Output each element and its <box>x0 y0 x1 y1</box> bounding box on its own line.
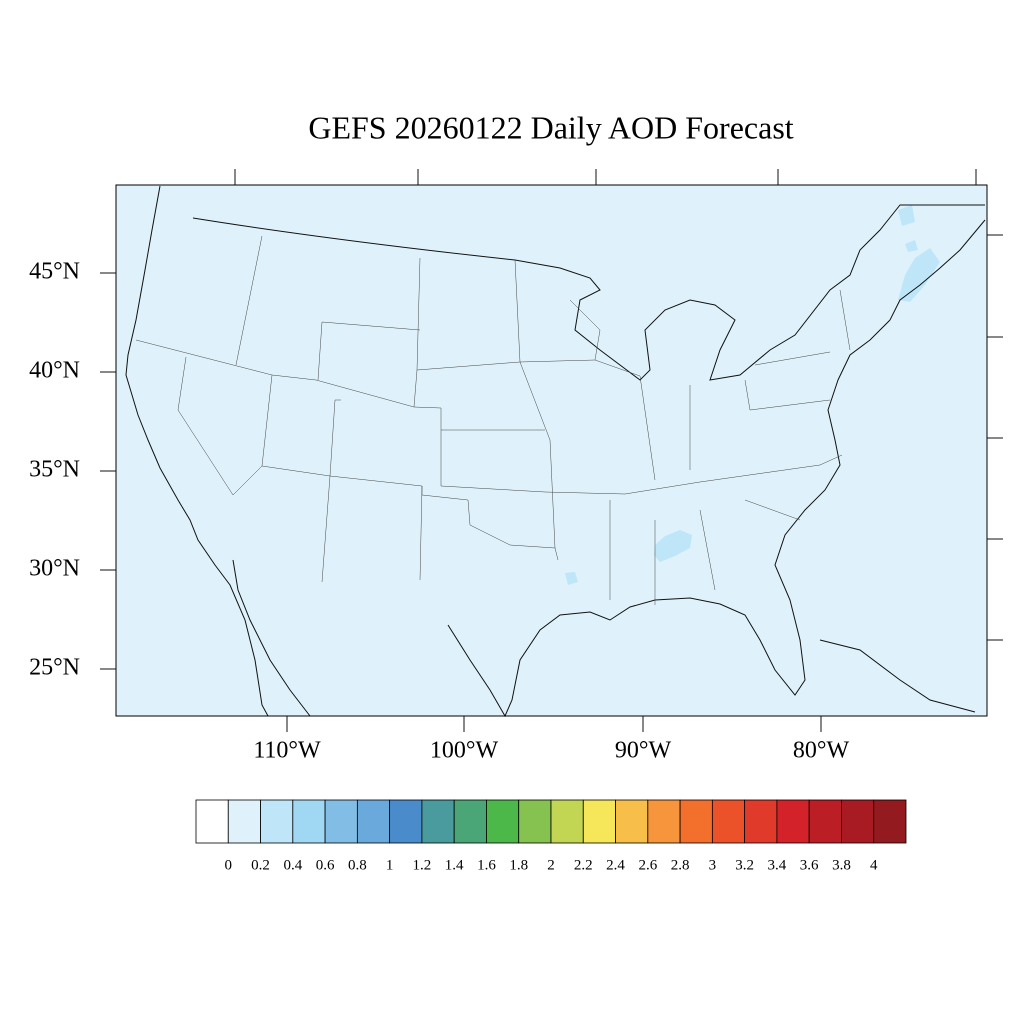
colorbar-box <box>647 799 681 844</box>
colorbar-box <box>518 799 552 844</box>
colorbar-label: 3.8 <box>832 857 851 873</box>
colorbar-box <box>679 799 713 844</box>
colorbar-box <box>615 799 649 844</box>
colorbar-label: 2.2 <box>574 857 593 873</box>
colorbar-box <box>808 799 842 844</box>
colorbar-label: 3.6 <box>800 857 819 873</box>
lat-label: 30°N <box>29 556 80 582</box>
colorbar-box <box>744 799 778 844</box>
colorbar-label: 1.2 <box>413 857 432 873</box>
lon-label: 90°W <box>615 738 672 764</box>
colorbar-box <box>389 799 423 844</box>
colorbar-label: 1.8 <box>509 857 528 873</box>
colorbar-box <box>195 799 229 844</box>
colorbar-box <box>292 799 326 844</box>
coastline <box>192 204 985 381</box>
lon-label: 80°W <box>793 738 850 764</box>
lon-label: 100°W <box>430 738 499 764</box>
colorbar-label: 2.8 <box>671 857 690 873</box>
lat-label: 35°N <box>29 457 80 483</box>
lon-label: 110°W <box>253 738 321 764</box>
colorbar-label: 0 <box>225 857 233 873</box>
lat-label: 40°N <box>29 358 80 384</box>
frame-ticks <box>100 169 1003 732</box>
colorbar-box <box>776 799 810 844</box>
plume <box>654 530 692 562</box>
colorbar-box <box>453 799 487 844</box>
colorbar-label: 3.2 <box>735 857 754 873</box>
colorbar-label: 0.6 <box>316 857 335 873</box>
colorbar-box <box>711 799 746 844</box>
colorbar-label: 0.8 <box>348 857 367 873</box>
lat-label: 25°N <box>29 655 80 681</box>
state-borders <box>135 235 851 605</box>
plume <box>905 240 918 252</box>
colorbar-label: 0.2 <box>251 857 270 873</box>
colorbar-box <box>227 799 261 844</box>
title: GEFS 20260122 Daily AOD Forecast <box>308 109 793 145</box>
colorbar-label: 3.4 <box>768 857 787 873</box>
coastline <box>125 185 269 717</box>
colorbar-box <box>550 799 584 844</box>
colorbar-label: 2.4 <box>606 857 625 873</box>
colorbar-box <box>421 799 455 844</box>
colorbar: 0 0.2 0.4 0.6 0.8 1 1.2 1.4 1.6 1.8 2 2.2 2.4 2.6 2.8 3… <box>195 799 907 873</box>
colorbar-label: 1.4 <box>445 857 464 873</box>
colorbar-box <box>841 799 875 844</box>
lat-label: 45°N <box>29 259 80 285</box>
coastline <box>447 219 986 718</box>
colorbar-label: 2 <box>547 857 555 873</box>
plume <box>898 205 915 226</box>
colorbar-box <box>260 799 294 844</box>
colorbar-box <box>873 799 907 844</box>
coastline <box>232 559 311 717</box>
coastlines <box>125 185 986 718</box>
aod-plumes <box>565 205 940 585</box>
colorbar-label: 1.6 <box>477 857 496 873</box>
coastline <box>819 639 976 713</box>
colorbar-label: 1 <box>386 857 394 873</box>
colorbar-label: 2.6 <box>638 857 657 873</box>
map-background <box>116 185 987 716</box>
plume <box>565 572 578 585</box>
colorbar-box <box>582 799 616 844</box>
colorbar-box <box>356 799 391 844</box>
map-frame <box>115 184 988 717</box>
plume <box>898 248 940 302</box>
colorbar-label: 0.4 <box>283 857 302 873</box>
colorbar-box <box>324 799 358 844</box>
colorbar-box <box>486 799 520 844</box>
colorbar-label: 4 <box>870 857 878 873</box>
colorbar-label: 3 <box>709 857 717 873</box>
